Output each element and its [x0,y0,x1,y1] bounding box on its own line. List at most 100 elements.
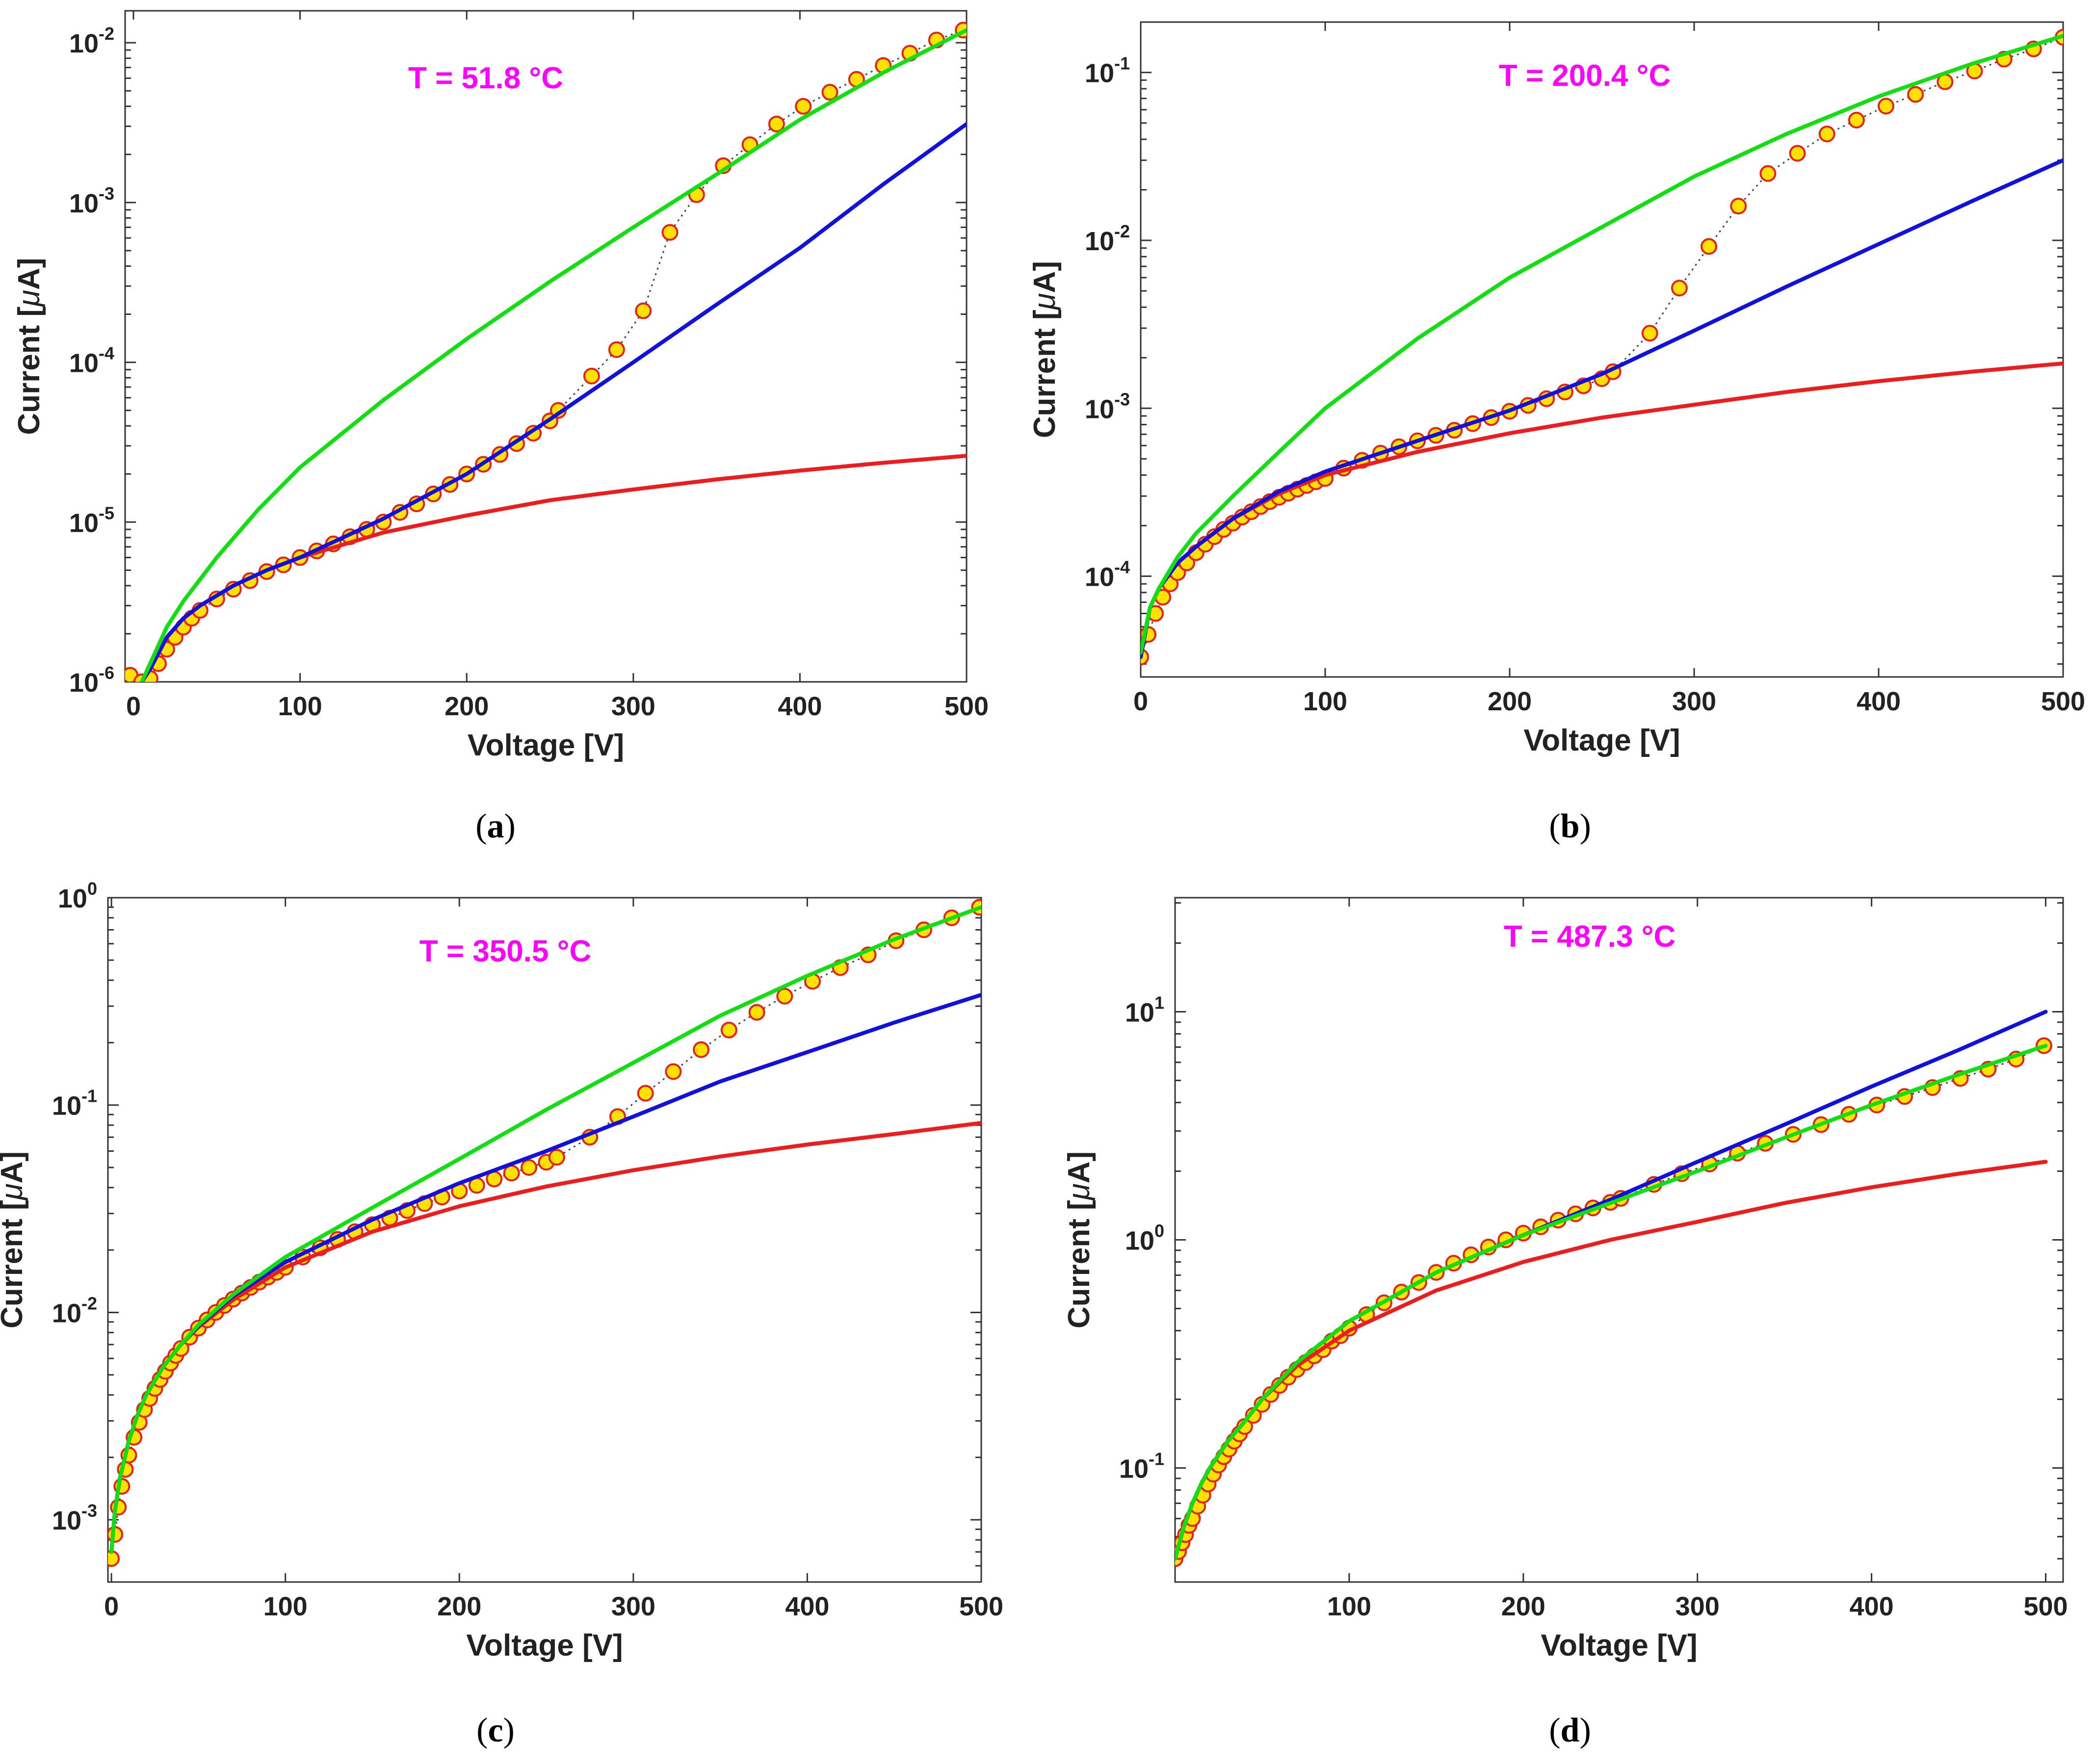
measured-point [1730,198,1747,215]
y-tick-base: 10 [1085,227,1114,256]
y-tick-label: 100 [58,879,97,913]
x-axis-label: Voltage [V] [466,1629,623,1662]
y-axis-label: Current [μA] [12,258,46,435]
y-axis-label-prefix: Current [ [1028,310,1062,438]
y-tick-label: 10-6 [69,663,114,698]
y-tick-base: 10 [58,884,87,913]
caption-b: (b) [1549,807,1591,845]
caption-b-letter: b [1560,807,1580,845]
y-tick-base: 10 [1085,59,1114,88]
x-tick-label: 0 [1133,687,1148,716]
x-axis-label: Voltage [V] [1523,724,1680,757]
y-tick-exponent: -3 [1114,389,1130,409]
panel-b: 0 100 200 300 400 50010-410-310-210-1Voltage … [1028,21,2085,757]
x-tick-label: 500 [959,1592,1003,1621]
measured-point [1818,126,1835,143]
plot-frame [1140,21,2064,678]
y-tick-exponent: -3 [99,183,114,204]
measured-point [693,1041,710,1058]
x-tick-label: 300 [1672,687,1716,716]
y-axis-label-suffix: A] [1028,261,1062,293]
measured-point [661,224,679,241]
y-axis-label: Current [μA] [0,1151,29,1328]
y-axis-label-prefix: Current [ [12,307,46,435]
y-tick-base: 10 [1125,998,1154,1028]
measured-point [1671,280,1688,297]
x-tick-label: 400 [785,1592,829,1621]
measured-dotted-line [110,906,980,1559]
x-tick-label: 500 [944,692,989,721]
y-tick-label: 10-4 [1085,557,1130,592]
y-tick-base: 10 [69,508,99,538]
measured-point [1878,98,1895,115]
measured-point [748,1004,765,1021]
x-tick-label: 400 [1850,1592,1894,1621]
y-tick-exponent: -4 [1114,557,1130,577]
x-tick-label: 200 [437,1592,481,1621]
y-tick-exponent: -1 [81,1086,97,1106]
measured-point [1789,145,1806,162]
y-tick-label: 10-3 [52,1501,97,1535]
y-tick-label: 10-1 [1085,53,1130,88]
x-tick-label: 500 [2041,687,2085,716]
y-tick-exponent: -2 [81,1293,97,1313]
measured-point [665,1063,682,1080]
measured-point [1701,238,1718,255]
plot-frame [124,10,968,683]
x-tick-label: 400 [778,692,822,721]
measured-point [1641,325,1658,342]
y-tick-base: 10 [69,29,99,58]
y-tick-exponent: 0 [1154,1221,1164,1241]
caption-d: (d) [1549,1712,1591,1749]
series-layer [125,22,967,682]
y-tick-exponent: -1 [1149,1449,1164,1469]
y-axis-label-mu: μ [1028,293,1062,311]
measured-point [1848,111,1865,129]
y-tick-base: 10 [52,1298,81,1328]
x-tick-label: 100 [278,692,322,721]
plot-frame [107,897,982,1583]
x-tick-label: 300 [611,1592,655,1621]
y-tick-base: 10 [1085,394,1114,424]
y-tick-exponent: 0 [87,879,97,899]
green-curve [109,905,981,1554]
y-axis-label: Current [μA] [1062,1151,1096,1328]
temperature-annotation: T = 200.4 °C [1499,59,1671,93]
y-tick-base: 10 [69,189,99,218]
measured-point [521,1159,538,1176]
y-tick-label: 101 [1125,993,1164,1028]
measured-dotted-line [1175,1045,2044,1559]
x-tick-label: 200 [445,692,489,721]
measured-point [583,367,600,385]
measured-point [821,84,838,101]
x-tick-label: 200 [1488,687,1532,716]
red-curve [109,1121,981,1554]
y-tick-label: 10-3 [69,183,114,218]
panel-a: 0 100 200 300 400 50010-610-510-410-310-2Volt… [12,10,989,762]
caption-d-letter: d [1560,1712,1580,1749]
y-tick-label: 10-3 [1085,389,1130,424]
blue-curve [109,993,981,1554]
y-axis-label-mu: μ [12,290,46,308]
y-axis-label-mu: μ [1062,1183,1096,1201]
x-tick-label: 100 [1327,1592,1371,1621]
y-tick-exponent: -3 [81,1501,97,1521]
y-axis-label-suffix: A] [0,1151,29,1183]
y-tick-exponent: -5 [99,503,114,523]
caption-c-letter: c [488,1712,503,1749]
y-axis-label: Current [μA] [1028,261,1062,438]
temperature-annotation: T = 350.5 °C [419,934,591,968]
y-tick-base: 10 [69,349,99,378]
measured-point [635,302,652,319]
x-tick-label: 300 [611,692,655,721]
measured-point [776,987,793,1005]
measured-point [548,1149,565,1166]
blue-curve [1175,1010,2048,1561]
measured-point [768,115,785,132]
red-curve [1175,1160,2048,1561]
y-tick-base: 10 [69,668,99,698]
series-layer [1175,1010,2052,1567]
measured-point [1907,86,1924,103]
